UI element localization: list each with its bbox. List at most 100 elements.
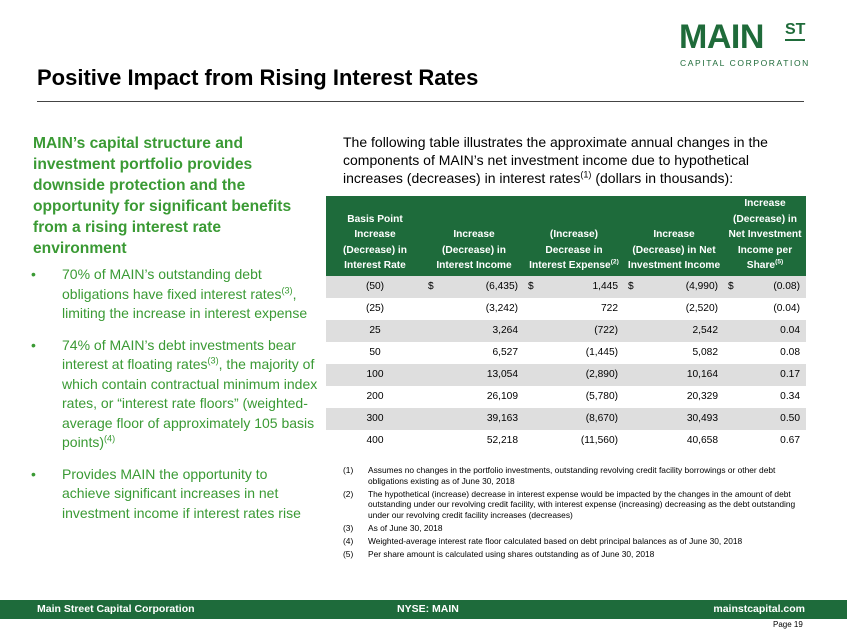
cell-value: 30,493: [686, 413, 718, 424]
intro-tail: (dollars in thousands):: [591, 170, 734, 186]
left-heading: MAIN’s capital structure and investment …: [33, 135, 292, 257]
table-row: 100 13,054 (2,890) 10,164 0.17: [326, 363, 806, 386]
bullet-dot: •: [31, 336, 36, 353]
bullet-tail: , limiting the increase in interest expe…: [62, 285, 308, 322]
table-intro: The following table illustrates the appr…: [343, 133, 803, 187]
logo-subtitle: CAPITAL CORPORATION: [680, 58, 810, 68]
header-interest-expense: (Increase) Decrease in Interest Expense(…: [524, 196, 624, 276]
footer-company: Main Street Capital Corporation: [37, 603, 195, 615]
footnote-text: As of June 30, 2018: [368, 522, 443, 533]
footer-website: mainstcapital.com: [713, 603, 805, 615]
bullet-sup: (3): [281, 284, 293, 295]
cell-value: 26,109: [486, 391, 518, 402]
bullet-list: • 70% of MAIN’s outstanding debt obligat…: [28, 265, 318, 523]
cell-value: 40,658: [686, 435, 718, 446]
table-row: 25 3,264 (722) 2,542 0.04: [326, 319, 806, 342]
header-text: (Increase) Decrease in Interest Expense: [529, 229, 611, 271]
cell-interest-income: $ (6,435): [424, 276, 524, 298]
footer-bar: Main Street Capital Corporation NYSE: MA…: [0, 600, 847, 619]
cell-value: 2,542: [692, 325, 719, 336]
footnote-list: (1) Assumes no changes in the portfolio i…: [343, 465, 805, 562]
header-text: Increase (Decrease) in Interest Income: [436, 229, 512, 271]
cell-value: 0.50: [780, 413, 800, 424]
cell-value: (5,780): [585, 391, 618, 402]
cell-interest-income: (3,242): [424, 298, 524, 320]
cell-value: (8,670): [585, 413, 618, 424]
cell-net-investment-income: 20,329: [624, 386, 724, 408]
cell-value: (1,445): [585, 347, 618, 358]
cell-value: 5,082: [692, 347, 719, 358]
footnote-number: (3): [343, 522, 354, 533]
header-sup: (2): [610, 258, 619, 266]
cell-per-share: 0.17: [724, 364, 806, 386]
header-basis-point: Basis Point Increase (Decrease) in Inter…: [326, 196, 424, 276]
interest-rate-table: Basis Point Increase (Decrease) in Inter…: [326, 196, 806, 452]
cell-per-share: $ (0.08): [724, 276, 806, 298]
bullet-item: • 70% of MAIN’s outstanding debt obligat…: [28, 265, 318, 324]
header-interest-income: Increase (Decrease) in Interest Income: [424, 196, 524, 276]
bullet-text: 74% of MAIN’s debt investments bear inte…: [62, 336, 296, 373]
page-number: Page 19: [773, 620, 803, 629]
table-row: 400 52,218 (11,560) 40,658 0.67: [326, 430, 806, 452]
footnote-item: (2) The hypothetical (increase) decrease …: [343, 489, 805, 521]
logo-st-text: ST: [785, 22, 806, 41]
currency-symbol: $: [728, 281, 734, 292]
cell-net-investment-income: 5,082: [624, 342, 724, 364]
cell-basis-point: 50: [326, 342, 424, 364]
cell-basis-point: (50): [326, 276, 424, 298]
cell-interest-expense: 722: [524, 298, 624, 320]
cell-value: 6,527: [492, 347, 519, 358]
table-body: (50) $ (6,435) $1,445 $ (4,990) $ (0.08) (25) (3,…: [326, 275, 806, 452]
cell-value: 722: [601, 303, 618, 314]
cell-value: 25: [369, 325, 381, 336]
table-row: (50) $ (6,435) $1,445 $ (4,990) $ (0.08): [326, 275, 806, 298]
cell-value: (722): [594, 325, 618, 336]
footnote-number: (5): [343, 548, 354, 559]
footnote-number: (1): [343, 465, 354, 475]
bullet-dot: •: [31, 266, 36, 282]
table-row: 200 26,109 (5,780) 20,329 0.34: [326, 386, 806, 408]
cell-value: 200: [366, 391, 384, 402]
cell-value: 100: [366, 369, 384, 380]
table-row: 50 6,527 (1,445) 5,082 0.08: [326, 342, 806, 364]
cell-per-share: 0.08: [724, 342, 806, 364]
cell-per-share: 0.34: [724, 386, 806, 408]
cell-interest-expense: (2,890): [524, 364, 624, 386]
cell-value: 0.17: [780, 369, 800, 380]
cell-basis-point: 400: [326, 430, 424, 452]
footnote-item: (3) As of June 30, 2018: [343, 523, 805, 534]
cell-value: 39,163: [486, 413, 518, 424]
cell-basis-point: 300: [326, 408, 424, 430]
footnote-number: (4): [343, 535, 354, 546]
cell-interest-income: 26,109: [424, 386, 524, 408]
cell-per-share: 0.67: [724, 430, 806, 452]
footnote-item: (1) Assumes no changes in the portfolio i…: [343, 465, 805, 486]
cell-interest-expense: (722): [524, 320, 624, 342]
intro-sup: (1): [580, 169, 592, 180]
cell-value: 13,054: [486, 369, 518, 380]
table-header-row: Basis Point Increase (Decrease) in Inter…: [326, 196, 806, 276]
cell-interest-income: 6,527: [424, 342, 524, 364]
page-title: Positive Impact from Rising Interest Rat…: [37, 65, 479, 90]
cell-value: 3,264: [492, 325, 519, 336]
cell-net-investment-income: (2,520): [624, 298, 724, 320]
cell-interest-expense: (1,445): [524, 342, 624, 364]
cell-interest-expense: (8,670): [524, 408, 624, 430]
cell-value: 1,445: [592, 281, 619, 292]
footnote-item: (5) Per share amount is calculated using …: [343, 549, 805, 560]
header-net-investment-income: Increase (Decrease) in Net Investment In…: [624, 196, 724, 276]
cell-per-share: 0.04: [724, 320, 806, 342]
footnote-text: Assumes no changes in the portfolio inve…: [368, 465, 776, 486]
footnote-number: (2): [343, 488, 354, 499]
footnote-text: Per share amount is calculated using sha…: [368, 548, 655, 559]
logo-main-text: MAIN: [679, 18, 764, 56]
cell-net-investment-income: 2,542: [624, 320, 724, 342]
cell-basis-point: 200: [326, 386, 424, 408]
cell-net-investment-income: 10,164: [624, 364, 724, 386]
cell-basis-point: 100: [326, 364, 424, 386]
footnote-item: (4) Weighted-average interest rate floor …: [343, 536, 805, 547]
title-divider: [37, 101, 804, 102]
footnote-text: Weighted-average interest rate floor cal…: [368, 535, 743, 546]
bullet-sup: (3): [207, 355, 219, 366]
bullet-text: 70% of MAIN’s outstanding debt obligatio…: [62, 266, 282, 302]
